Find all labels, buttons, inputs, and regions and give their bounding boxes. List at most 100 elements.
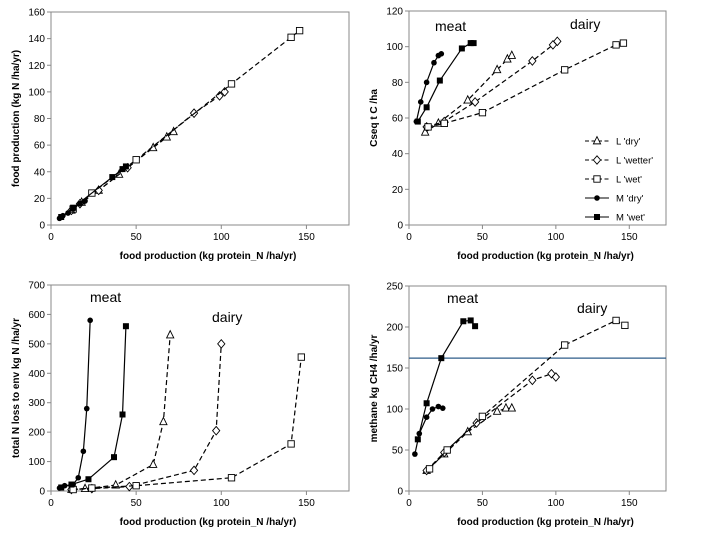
y-tick-label: 120 [386, 7, 403, 18]
x-tick-label: 100 [213, 498, 230, 509]
y-tick-label: 700 [28, 281, 45, 292]
x-axis-label: food production (kg protein_N /ha/yr) [457, 251, 634, 262]
series-line [424, 55, 513, 133]
series-mwet [414, 317, 479, 443]
data-point [470, 97, 480, 107]
data-point [85, 476, 92, 483]
data-point [169, 126, 178, 136]
data-point [463, 94, 473, 104]
data-point [68, 481, 75, 488]
data-point [132, 156, 140, 164]
series-lwet [424, 39, 628, 131]
series-lwetter [67, 338, 226, 495]
x-tick-label: 0 [406, 498, 412, 509]
series-line [61, 326, 127, 489]
data-point [467, 317, 474, 324]
legend-marker [592, 135, 602, 145]
series-mdry [412, 403, 446, 457]
series-mdry [56, 317, 93, 491]
data-point [501, 402, 511, 412]
y-tick-label: 200 [28, 428, 45, 439]
y-tick-label: 200 [386, 323, 403, 334]
data-point [443, 446, 451, 454]
data-point [414, 436, 421, 443]
data-point [423, 414, 430, 421]
data-point [287, 33, 295, 41]
x-tick-label: 50 [131, 498, 143, 509]
data-point [478, 412, 487, 421]
y-tick-label: 150 [386, 364, 403, 375]
data-point [215, 90, 224, 101]
x-tick-label: 50 [477, 498, 489, 509]
plot-frame [50, 284, 350, 492]
y-tick-label: 120 [28, 61, 45, 72]
data-point [132, 482, 140, 490]
data-point [423, 400, 430, 407]
data-point [109, 174, 116, 181]
y-tick-label: 20 [34, 194, 46, 205]
annotation-dairy: dairy [212, 309, 242, 325]
y-tick-label: 50 [392, 446, 404, 457]
series-mwet [58, 323, 129, 491]
x-tick-label: 100 [548, 232, 565, 243]
data-point [119, 166, 126, 173]
data-point [80, 483, 90, 492]
y-tick-label: 100 [386, 42, 403, 53]
series-line [426, 40, 558, 128]
data-point [162, 131, 172, 141]
y-tick-label: 400 [28, 369, 45, 380]
x-tick-label: 150 [298, 232, 315, 243]
data-point [470, 40, 477, 47]
y-axis-label: methane kg CH4 /ha/yr [369, 334, 380, 442]
data-point [492, 64, 502, 74]
y-tick-label: 600 [28, 310, 45, 321]
series-line [59, 320, 91, 489]
annotation-dairy: dairy [570, 16, 600, 32]
data-point [111, 454, 118, 461]
data-point [472, 418, 481, 428]
y-tick-label: 60 [34, 141, 46, 152]
data-point [435, 403, 442, 410]
plot-frame [408, 285, 667, 492]
data-point [58, 484, 65, 491]
data-point [227, 474, 236, 482]
y-tick-label: 100 [28, 457, 45, 468]
x-tick-label: 150 [621, 232, 638, 243]
data-point [119, 411, 126, 418]
y-tick-label: 0 [397, 221, 403, 232]
series-line [417, 319, 476, 440]
y-tick-label: 140 [28, 34, 45, 45]
series-line [71, 343, 222, 491]
series-lwet [425, 316, 629, 473]
legend-marker [594, 195, 600, 201]
data-point [621, 321, 629, 330]
data-point [507, 402, 517, 412]
y-tick-label: 80 [392, 78, 404, 89]
series-lwet [69, 353, 305, 494]
y-tick-label: 0 [397, 487, 403, 498]
data-point [425, 465, 434, 473]
data-point [423, 104, 430, 111]
data-point [438, 51, 445, 57]
series-lwetter [422, 368, 561, 476]
data-point [58, 214, 65, 221]
annotation-meat: meat [90, 289, 121, 305]
y-axis-label: Cseq t C /ha [369, 89, 380, 147]
data-point [528, 375, 537, 386]
data-point [417, 99, 424, 105]
x-axis-label: food production (kg protein_N /ha/yr) [120, 517, 297, 528]
series-line [72, 30, 300, 210]
series-mwet [58, 163, 129, 221]
data-point [297, 353, 305, 361]
data-point [424, 123, 432, 131]
data-point [220, 86, 229, 97]
data-point [165, 329, 175, 339]
data-point [287, 440, 295, 448]
series-ldry [422, 402, 517, 474]
x-tick-label: 100 [213, 232, 230, 243]
x-axis-label: food production (kg protein_N /ha/yr) [120, 251, 297, 262]
series-line [415, 53, 442, 122]
x-tick-label: 150 [621, 498, 638, 509]
